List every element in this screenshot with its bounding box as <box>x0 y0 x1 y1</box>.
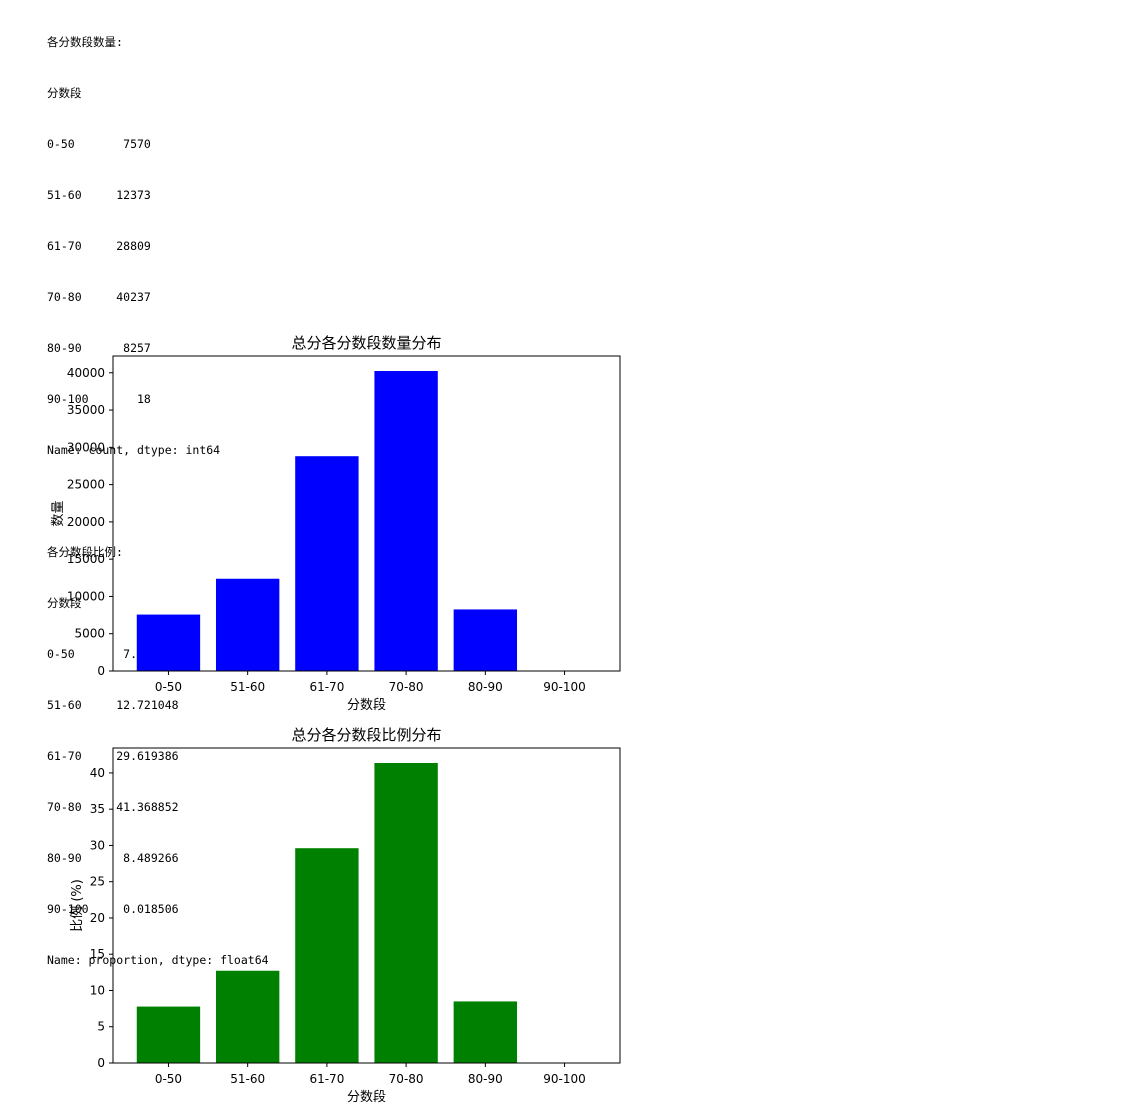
bar <box>453 1001 518 1063</box>
x-tick-label: 51-60 <box>230 680 265 694</box>
x-tick-label: 0-50 <box>155 680 182 694</box>
y-tick-label: 30 <box>90 838 105 852</box>
count-header: 各分数段数量: <box>47 35 123 49</box>
x-tick-label: 0-50 <box>155 1072 182 1086</box>
x-tick-label: 70-80 <box>389 1072 424 1086</box>
chart-title: 总分各分数段数量分布 <box>291 334 441 352</box>
plot-frame <box>112 747 621 1064</box>
y-axis-label: 数量 <box>51 500 66 526</box>
count-row: 0-50 7570 <box>47 137 151 151</box>
y-tick-label: 5000 <box>74 627 105 641</box>
prop-row: 90-100 0.018506 <box>47 902 179 916</box>
count-bar-chart: 总分各分数段数量分布 0 5000 10000 15000 20000 25000 30000… <box>51 334 621 713</box>
y-tick-label: 15000 <box>67 552 105 566</box>
y-tick-label: 25000 <box>67 478 105 492</box>
y-tick-label: 0 <box>97 1056 105 1070</box>
prop-row: 51-60 12.721048 <box>47 698 179 712</box>
y-tick-label: 15 <box>90 947 105 961</box>
prop-row: 80-90 8.489266 <box>47 851 179 865</box>
y-tick-label: 35000 <box>67 403 105 417</box>
bar <box>374 762 438 1063</box>
prop-row: 70-80 41.368852 <box>47 800 179 814</box>
count-row: 90-100 18 <box>47 392 151 406</box>
y-tick-label: 20000 <box>67 515 105 529</box>
count-footer: Name: count, dtype: int64 <box>47 443 221 457</box>
count-index-name: 分数段 <box>47 86 82 100</box>
y-tick-label: 35 <box>90 802 105 816</box>
bar <box>136 1006 201 1063</box>
y-tick-label: 40000 <box>67 366 105 380</box>
x-tick-label: 51-60 <box>230 1072 265 1086</box>
x-tick-label: 90-100 <box>543 1072 586 1086</box>
x-axis-label: 分数段 <box>347 1090 386 1105</box>
cell-output-text: 各分数段数量: 分数段 0-50 7570 51-60 12373 61-70 … <box>47 0 269 986</box>
bar <box>295 456 359 671</box>
y-tick-label: 0 <box>97 664 105 678</box>
bar <box>215 578 280 671</box>
prop-header: 各分数段比例: <box>47 545 123 559</box>
y-tick-label: 20 <box>90 911 105 925</box>
y-tick-label: 10 <box>90 983 105 997</box>
y-tick-label: 10000 <box>67 589 105 603</box>
x-tick-label: 90-100 <box>543 680 586 694</box>
x-tick-label: 70-80 <box>389 680 424 694</box>
y-tick-label: 30000 <box>67 440 105 454</box>
x-tick-label: 80-90 <box>468 1072 503 1086</box>
count-row: 61-70 28809 <box>47 239 151 253</box>
x-tick-label: 61-70 <box>309 1072 344 1086</box>
prop-row: 61-70 29.619386 <box>47 749 179 763</box>
prop-footer: Name: proportion, dtype: float64 <box>47 953 269 967</box>
x-axis-label: 分数段 <box>347 698 386 713</box>
y-tick-label: 5 <box>97 1020 105 1034</box>
y-tick-label: 40 <box>90 766 105 780</box>
bar <box>453 609 518 671</box>
prop-index-name: 分数段 <box>47 596 82 610</box>
proportion-bar-chart: 总分各分数段比例分布 0 5 10 15 20 25 30 35 40 0-50 51-60 61-70… <box>70 726 621 1105</box>
bar <box>136 614 201 671</box>
chart-title: 总分各分数段比例分布 <box>291 726 441 744</box>
x-tick-label: 80-90 <box>468 680 503 694</box>
count-row: 80-90 8257 <box>47 341 151 355</box>
bar <box>295 848 359 1063</box>
bar <box>374 371 438 671</box>
x-tick-label: 61-70 <box>309 680 344 694</box>
bar <box>215 970 280 1063</box>
y-axis-label: 比例 (%) <box>70 879 85 932</box>
count-row: 70-80 40237 <box>47 290 151 304</box>
y-tick-label: 25 <box>90 875 105 889</box>
plot-frame <box>112 355 621 672</box>
count-row: 51-60 12373 <box>47 188 151 202</box>
